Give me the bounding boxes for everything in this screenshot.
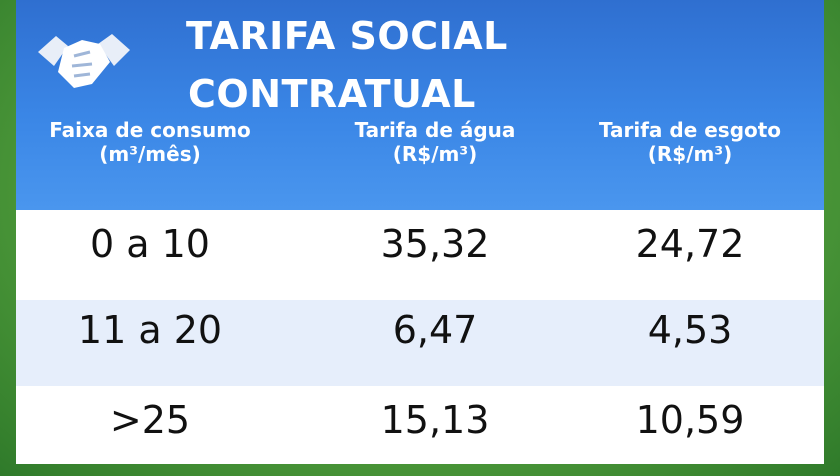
table-cell: 11 a 20 [77,308,223,352]
table-cell: 24,72 [635,222,745,266]
table-cell: 0 a 10 [90,222,210,266]
table-cell: 35,32 [380,222,490,266]
column-header: Tarifa de esgoto [598,118,782,142]
table-cell: 4,53 [647,308,733,352]
table-card: TARIFA SOCIAL CONTRATUAL Faixa de consum… [16,0,824,464]
row-bg [16,386,824,464]
table-cell: 6,47 [392,308,478,352]
header-band [16,0,824,210]
column-header: Tarifa de água [354,118,516,142]
handshake-icon [38,34,130,88]
column-header: Faixa de consumo [49,118,251,142]
title-line: TARIFA SOCIAL [186,14,508,58]
row-bg [16,300,824,386]
column-header: (R$/m³) [647,142,733,166]
table-cell: 10,59 [635,398,745,442]
column-header: (m³/mês) [99,142,201,166]
table-cell: 15,13 [380,398,490,442]
column-header: (R$/m³) [392,142,478,166]
title-line: CONTRATUAL [188,72,476,116]
table-cell: >25 [109,398,191,442]
row-bg [16,210,824,300]
